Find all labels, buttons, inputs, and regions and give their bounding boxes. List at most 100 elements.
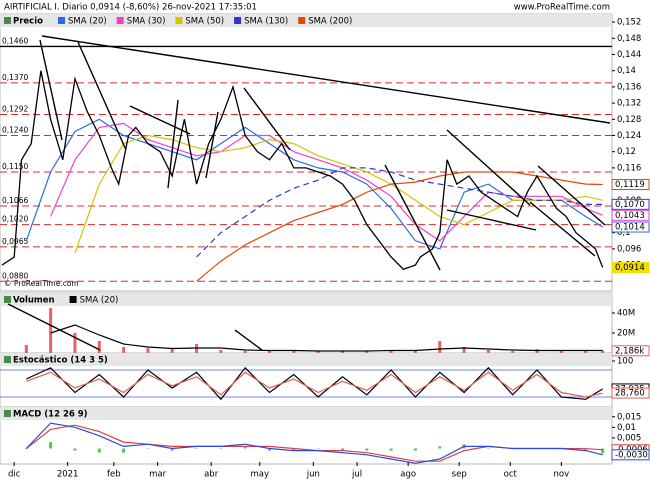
- y-tick-label: 20M: [617, 329, 635, 339]
- bar: [316, 351, 320, 353]
- series-line: [25, 422, 603, 464]
- legend-icon: [4, 17, 11, 24]
- bar: [601, 350, 605, 353]
- x-tick-label: jul: [351, 470, 362, 480]
- x-tick-label: jun: [306, 470, 320, 480]
- bar: [292, 351, 296, 353]
- y-tick-label: 40M: [617, 309, 635, 319]
- x-tick-label: oct: [504, 470, 518, 480]
- y-tick-label: 0,144: [617, 50, 641, 60]
- x-tick-label: mar: [149, 470, 166, 480]
- bar: [49, 308, 53, 353]
- trend-line: [446, 129, 531, 206]
- value-marker-label: 28,760: [615, 389, 645, 399]
- x-tick-label: ago: [400, 470, 416, 480]
- bar: [268, 350, 272, 353]
- legend-swatch: [234, 17, 242, 24]
- legend-swatch: [116, 17, 124, 24]
- bar: [486, 350, 490, 353]
- x-tick-label: feb: [107, 470, 121, 480]
- bar: [170, 349, 174, 353]
- y-tick-label: 0,136: [617, 82, 641, 92]
- y-tick-label: 0,132: [617, 99, 641, 109]
- bar: [413, 448, 417, 451]
- value-marker-label: 0,0914: [615, 263, 645, 273]
- legend-label: SMA (20): [80, 296, 119, 306]
- x-tick-label: 2021: [57, 470, 79, 480]
- bar: [438, 446, 442, 449]
- bar: [438, 341, 442, 353]
- bar: [389, 448, 393, 451]
- y-tick-label: 0,152: [617, 18, 641, 28]
- value-marker: [611, 179, 650, 191]
- y-tick-label: 0,005: [617, 433, 641, 443]
- bar: [24, 448, 28, 449]
- legend-strip: [0, 353, 612, 366]
- chart-title: AIRTIFICIAL I. Diario 0,0914 (-8,60%) 26…: [4, 3, 257, 13]
- legend-label: SMA (200): [308, 17, 352, 27]
- series-line: [196, 171, 603, 282]
- trend-lines: [7, 35, 611, 351]
- legend-tag: Precio: [13, 17, 43, 27]
- value-marker: [611, 198, 650, 210]
- bar: [511, 351, 515, 353]
- legend-icon: [4, 410, 11, 417]
- y-tick-label: 0,015: [617, 412, 641, 422]
- watermark: © ProRealTime.com: [4, 279, 79, 288]
- y-tick-label: 0,1: [617, 228, 631, 238]
- value-marker-label: 0,1119: [615, 180, 645, 190]
- bar: [49, 442, 53, 449]
- x-tick-label: abr: [204, 470, 219, 480]
- bar: [219, 350, 223, 353]
- bar: [195, 448, 199, 449]
- y-tick-label: 0,01: [617, 423, 636, 433]
- h-line-label: 0,1150: [2, 162, 28, 171]
- x-tick-label: dic: [8, 470, 21, 480]
- series-line: [196, 167, 603, 258]
- bar: [97, 341, 101, 353]
- y-tick-label: 100: [617, 357, 633, 367]
- h-line-label: 0,1240: [2, 126, 28, 135]
- series-line: [1, 70, 604, 270]
- legend-icon: [4, 356, 11, 363]
- bar: [146, 348, 150, 353]
- value-marker-label: 2,186k: [615, 346, 644, 356]
- h-line-label: 0,1460: [2, 36, 28, 45]
- bar: [316, 448, 320, 449]
- bar: [340, 448, 344, 451]
- value-marker: [611, 345, 650, 357]
- legend-strip: [0, 14, 612, 27]
- bar: [389, 350, 393, 353]
- legend-tag: MACD (12 26 9): [13, 410, 88, 420]
- legend-strip: [0, 293, 612, 306]
- y-tick-label: 0,128: [617, 115, 641, 125]
- trend-line: [243, 87, 291, 151]
- legend-swatch: [175, 17, 183, 24]
- bar: [73, 448, 77, 451]
- trend-line: [234, 329, 263, 351]
- bar: [146, 448, 150, 449]
- bar: [462, 347, 466, 353]
- value-marker-label: -0,0030: [615, 450, 648, 460]
- trend-line: [205, 111, 219, 179]
- brand: www.ProRealTime.com: [514, 3, 610, 13]
- value-marker-label: 0,1014: [615, 223, 645, 233]
- y-tick-label: 0,096: [617, 244, 641, 254]
- legend-icon: [4, 296, 11, 303]
- legend-tag: Volumen: [13, 296, 55, 306]
- trend-line: [129, 105, 191, 135]
- trend-line: [529, 201, 596, 257]
- bar: [243, 446, 247, 449]
- series-line: [26, 371, 603, 398]
- h-line-label: 0,1292: [2, 104, 28, 113]
- y-tick-label: 0,12: [617, 147, 636, 157]
- bar: [97, 448, 101, 453]
- trend-line: [446, 209, 537, 231]
- bar: [24, 345, 28, 353]
- legend-label: SMA (20): [68, 17, 107, 27]
- legend-tag: Estocástico (14 3 5): [13, 356, 108, 366]
- value-marker: [611, 221, 650, 233]
- bar: [219, 448, 223, 449]
- trend-line: [39, 39, 63, 141]
